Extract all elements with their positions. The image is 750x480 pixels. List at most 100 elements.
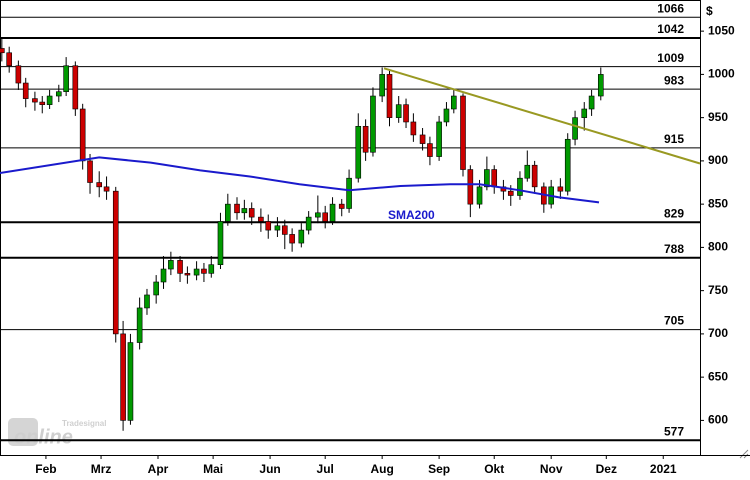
candle-body — [0, 48, 5, 54]
candle-body — [315, 212, 321, 218]
candle — [265, 214, 272, 239]
candle-body — [572, 117, 578, 140]
candle — [6, 46, 12, 73]
candle-body — [265, 221, 272, 231]
candle-body — [22, 82, 29, 99]
candle — [305, 211, 312, 235]
candle — [120, 320, 126, 431]
candle — [362, 119, 369, 161]
candle-body — [476, 186, 483, 205]
candle-body — [274, 225, 281, 231]
candle — [63, 57, 69, 97]
candle-body — [517, 177, 523, 196]
candle-body — [289, 234, 295, 244]
candle-body — [451, 95, 457, 110]
candle — [32, 91, 38, 111]
candle-body — [120, 333, 126, 421]
candle-body — [136, 307, 143, 343]
candle — [208, 256, 215, 278]
candle — [217, 212, 224, 270]
candle-body — [153, 281, 159, 296]
candle-body — [370, 95, 376, 153]
candle-body — [160, 268, 167, 283]
candle — [564, 133, 571, 196]
candle — [395, 96, 402, 123]
watermark-text: Tradesignal — [62, 419, 106, 428]
candle — [55, 84, 62, 103]
candle-body — [564, 138, 571, 192]
candle — [386, 70, 393, 127]
candle — [201, 262, 207, 282]
candle — [329, 197, 336, 225]
candle-body — [112, 190, 119, 335]
candle-body — [248, 208, 255, 218]
candle — [531, 160, 538, 194]
candle — [451, 89, 457, 114]
candle-body — [184, 273, 191, 276]
y-tick-label: 700 — [708, 326, 728, 340]
candle — [184, 266, 191, 284]
logo-box — [8, 418, 38, 446]
level-label: 915 — [664, 132, 684, 146]
x-tick-label: 2021 — [650, 462, 677, 476]
candle-body — [436, 121, 442, 157]
candle-body — [557, 186, 564, 192]
candle-body — [298, 229, 305, 244]
candle-body — [15, 65, 22, 84]
candle-body — [581, 108, 588, 118]
candle — [403, 98, 409, 129]
y-tick-label: 800 — [708, 240, 728, 254]
x-tick-label: Aug — [370, 462, 393, 476]
candle-body — [201, 268, 207, 274]
y-tick-label: 950 — [708, 110, 728, 124]
candle — [72, 61, 79, 116]
candle — [258, 208, 264, 232]
level-label: 788 — [664, 242, 684, 256]
candle-body — [234, 203, 240, 214]
candle — [274, 217, 281, 238]
candle-body — [338, 203, 345, 209]
candle-body — [79, 108, 86, 162]
candle-body — [6, 52, 12, 67]
candle — [517, 171, 523, 200]
candle — [144, 288, 150, 315]
candle-body — [403, 104, 409, 123]
candle-body — [395, 104, 402, 118]
candle — [460, 93, 466, 177]
candle — [298, 223, 305, 248]
level-label: 1066 — [657, 1, 684, 15]
candle — [160, 256, 167, 289]
candle-body — [46, 95, 53, 105]
candle-body — [225, 203, 231, 222]
candle — [572, 110, 578, 146]
candle-body — [281, 225, 288, 235]
level-label: 705 — [664, 314, 684, 328]
candle-body — [588, 95, 595, 110]
currency-label: $ — [706, 4, 713, 18]
y-tick-label: 1050 — [708, 23, 735, 37]
candle-body — [346, 177, 352, 209]
candle-body — [127, 342, 134, 421]
candle — [127, 333, 134, 425]
candle — [15, 60, 22, 90]
candle — [153, 275, 159, 304]
y-tick-label: 650 — [708, 369, 728, 383]
candle — [103, 176, 110, 200]
watermark: Tradesignal online — [8, 418, 106, 448]
candle-body — [72, 65, 79, 110]
candle-body — [63, 65, 69, 92]
candle-body — [241, 208, 248, 214]
y-tick-label: 1000 — [708, 67, 735, 81]
candle — [87, 153, 93, 194]
candle — [597, 67, 604, 101]
candle-body — [305, 216, 312, 231]
candle — [322, 205, 328, 229]
sma-line — [0, 156, 600, 204]
level-label: 829 — [664, 206, 684, 220]
candle — [96, 171, 103, 198]
candle — [588, 89, 595, 116]
candle-body — [39, 101, 46, 105]
candle — [234, 197, 240, 220]
candle-body — [177, 260, 183, 274]
